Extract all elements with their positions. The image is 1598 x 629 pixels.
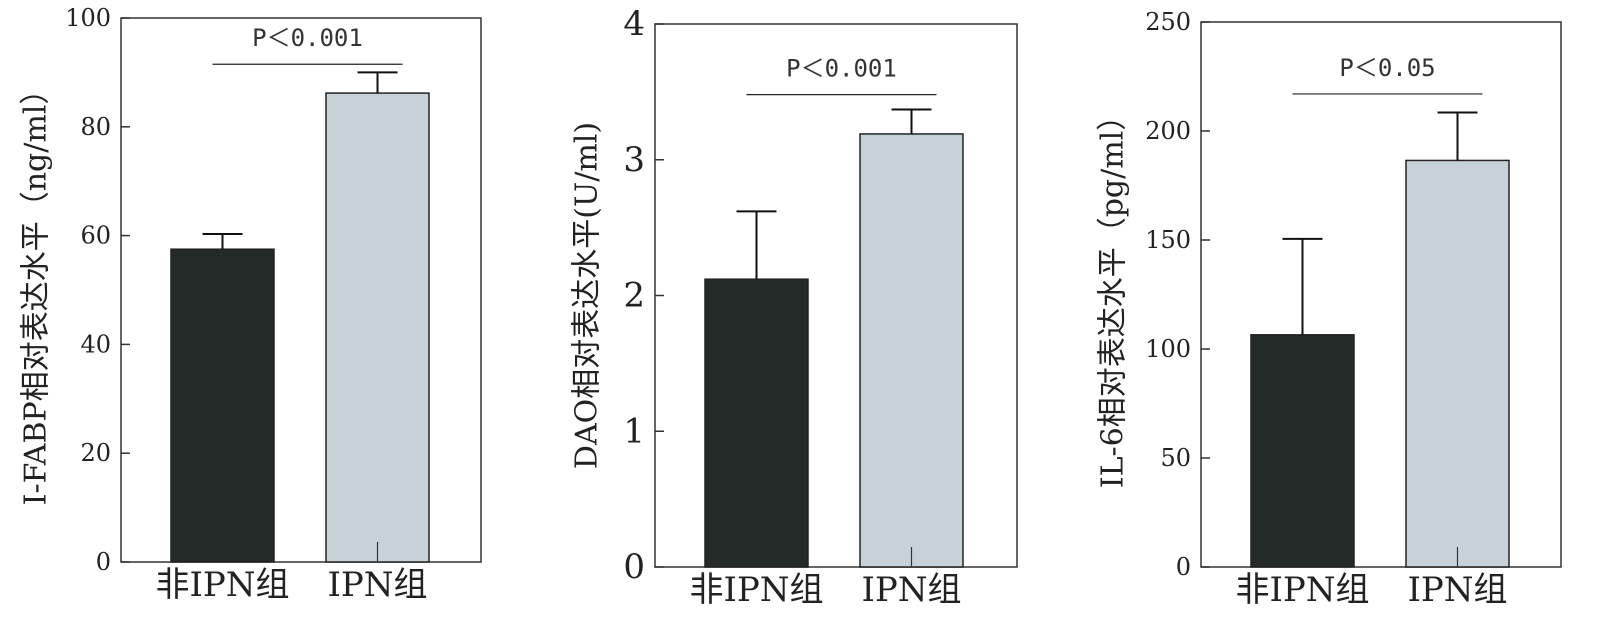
panel-ifabp: 0 20 40 60 80 100 I-FABP相对表达水平（ng/ml） 非IPN组 IPN组… bbox=[19, 4, 482, 605]
ifabp-ytick-label: 40 bbox=[80, 330, 111, 358]
ifabp-bar-ipn bbox=[325, 92, 430, 563]
ifabp-p-value: P＜0.001 bbox=[252, 24, 363, 52]
il6-ytick-label: 50 bbox=[1160, 444, 1191, 472]
il6-ytick-label: 250 bbox=[1145, 8, 1191, 36]
dao-bar-non-ipn bbox=[704, 278, 809, 568]
il6-ytick-label: 150 bbox=[1145, 226, 1191, 254]
dao-ytick-label: 4 bbox=[623, 4, 645, 44]
ifabp-bar-non-ipn bbox=[170, 248, 275, 563]
il6-bar-non-ipn bbox=[1250, 334, 1355, 568]
panel-il6: 0 50 100 150 200 250 IL-6相对表达水平（pg/ml） 非IPN组 IPN… bbox=[1096, 8, 1562, 610]
il6-y-axis-label: IL-6相对表达水平（pg/ml） bbox=[1096, 101, 1131, 489]
ifabp-category-label: IPN组 bbox=[327, 565, 427, 605]
dao-bar-ipn bbox=[859, 133, 964, 568]
dao-y-axis-label: DAO相对表达水平(U/ml) bbox=[570, 122, 605, 469]
dao-p-value: P＜0.001 bbox=[786, 55, 897, 83]
ifabp-category-label: 非IPN组 bbox=[155, 565, 289, 605]
dao-category-label: 非IPN组 bbox=[689, 570, 823, 610]
ifabp-ytick-label: 60 bbox=[80, 222, 111, 250]
dao-ytick-label: 0 bbox=[623, 547, 645, 587]
panel-dao: 0 1 2 3 4 DAO相对表达水平(U/ml) 非IPN组 IPN组 P＜0.001 bbox=[570, 4, 1018, 610]
il6-p-value: P＜0.05 bbox=[1339, 54, 1435, 82]
il6-bar-ipn bbox=[1405, 159, 1510, 568]
il6-ytick-label: 100 bbox=[1145, 335, 1191, 363]
il6-plot-frame bbox=[1200, 21, 1562, 568]
dao-category-label: IPN组 bbox=[861, 570, 961, 610]
ifabp-ytick-label: 80 bbox=[80, 113, 111, 141]
ifabp-plot-frame bbox=[120, 17, 482, 563]
ifabp-y-axis-label: I-FABP相对表达水平（ng/ml） bbox=[19, 75, 54, 506]
il6-ytick-label: 0 bbox=[1176, 553, 1191, 581]
ifabp-ytick-label: 100 bbox=[65, 4, 111, 32]
ifabp-ytick-label: 20 bbox=[80, 439, 111, 467]
dao-ytick-label: 3 bbox=[623, 140, 645, 180]
il6-ytick-label: 200 bbox=[1145, 117, 1191, 145]
ifabp-ytick-label: 0 bbox=[96, 548, 111, 576]
dao-ytick-label: 1 bbox=[623, 411, 645, 451]
il6-category-label: 非IPN组 bbox=[1235, 570, 1369, 610]
il6-category-label: IPN组 bbox=[1407, 570, 1507, 610]
dao-ytick-label: 2 bbox=[623, 276, 645, 316]
